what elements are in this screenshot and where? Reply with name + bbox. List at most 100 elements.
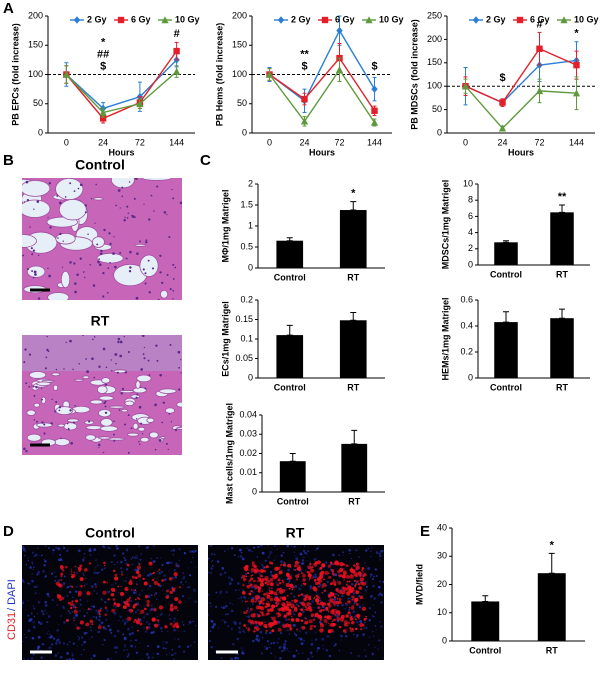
cd31 — [337, 581, 342, 585]
dapi — [371, 614, 375, 618]
nucleus — [99, 252, 103, 255]
dapi — [349, 597, 351, 600]
dapi — [187, 585, 191, 589]
dapi — [272, 641, 276, 645]
dapi — [219, 590, 223, 594]
dapi — [281, 569, 284, 572]
dapi — [348, 548, 352, 552]
dapi — [313, 558, 316, 561]
cd31 — [271, 604, 276, 609]
marker — [99, 108, 107, 116]
dapi — [316, 650, 318, 652]
nucleus — [50, 422, 53, 425]
dapi — [78, 637, 81, 639]
marker — [301, 95, 308, 103]
dapi — [174, 575, 178, 579]
cd31 — [293, 599, 298, 603]
cd31 — [351, 627, 354, 630]
panel-label: E — [420, 523, 430, 540]
cd31 — [128, 596, 131, 599]
dapi — [280, 560, 283, 563]
cd31 — [350, 605, 355, 610]
dapi — [367, 548, 369, 550]
lumen — [28, 371, 47, 379]
cd31 — [312, 577, 314, 579]
nucleus — [58, 409, 61, 412]
nucleus — [144, 282, 147, 285]
nucleus — [109, 242, 112, 246]
panel-label: B — [3, 152, 14, 169]
dapi — [121, 619, 125, 622]
cd31 — [112, 598, 116, 601]
cd31 — [134, 589, 137, 592]
dapi — [186, 645, 190, 649]
dapi — [285, 647, 289, 651]
dapi — [38, 555, 40, 557]
cd31 — [319, 566, 323, 570]
dapi — [22, 600, 25, 603]
nucleus — [178, 388, 181, 391]
cd31 — [288, 601, 292, 605]
dapi — [59, 553, 62, 556]
lumen — [100, 418, 113, 427]
nucleus — [90, 197, 93, 200]
dapi — [270, 642, 273, 645]
lumen — [119, 390, 135, 394]
dapi — [23, 633, 25, 636]
dapi — [157, 621, 160, 623]
dapi — [77, 638, 80, 641]
dapi — [105, 618, 108, 621]
legend-marker — [321, 16, 329, 24]
nucleus — [32, 249, 36, 252]
dapi — [156, 557, 158, 559]
dapi — [27, 582, 29, 585]
cd31 — [283, 589, 286, 591]
dapi — [24, 550, 26, 553]
cd31 — [328, 622, 330, 624]
dapi — [383, 657, 384, 660]
dapi — [83, 552, 86, 555]
cd31 — [332, 612, 336, 616]
cd31 — [98, 609, 102, 613]
dapi — [208, 639, 211, 643]
dapi — [82, 560, 85, 563]
dapi — [285, 587, 287, 589]
cd31 — [71, 585, 74, 588]
cd31 — [313, 587, 318, 592]
dapi — [336, 579, 339, 582]
y-tick-label: 40 — [437, 522, 447, 532]
dapi — [125, 577, 127, 579]
nucleus — [142, 268, 145, 271]
dapi — [163, 574, 166, 577]
cd31 — [313, 562, 318, 567]
cd31 — [355, 568, 358, 571]
x-tick-label: 72 — [334, 137, 344, 147]
dapi — [228, 576, 231, 579]
cd31 — [355, 590, 360, 595]
dapi — [217, 627, 220, 629]
annotation: ** — [300, 48, 309, 60]
cd31 — [331, 568, 335, 573]
lumen — [22, 180, 51, 197]
dapi — [147, 588, 149, 590]
dapi — [290, 574, 293, 576]
dapi — [357, 654, 360, 658]
nucleus — [28, 385, 31, 388]
dapi — [162, 646, 165, 650]
cd31 — [85, 622, 90, 627]
dapi — [164, 647, 167, 650]
dapi — [130, 595, 132, 597]
cd31 — [318, 603, 321, 606]
lumen — [176, 426, 182, 430]
y-axis-label: ECs/1mg Matrigel — [220, 301, 230, 377]
cd31 — [344, 623, 348, 627]
annotation: # — [536, 18, 542, 30]
dapi — [116, 547, 118, 550]
cd31 — [245, 611, 248, 614]
nucleus — [124, 216, 126, 219]
cd31 — [321, 586, 324, 589]
x-tick-label: RT — [556, 269, 568, 279]
cd31 — [290, 606, 293, 608]
dapi — [152, 545, 156, 547]
cd31 — [95, 586, 97, 588]
